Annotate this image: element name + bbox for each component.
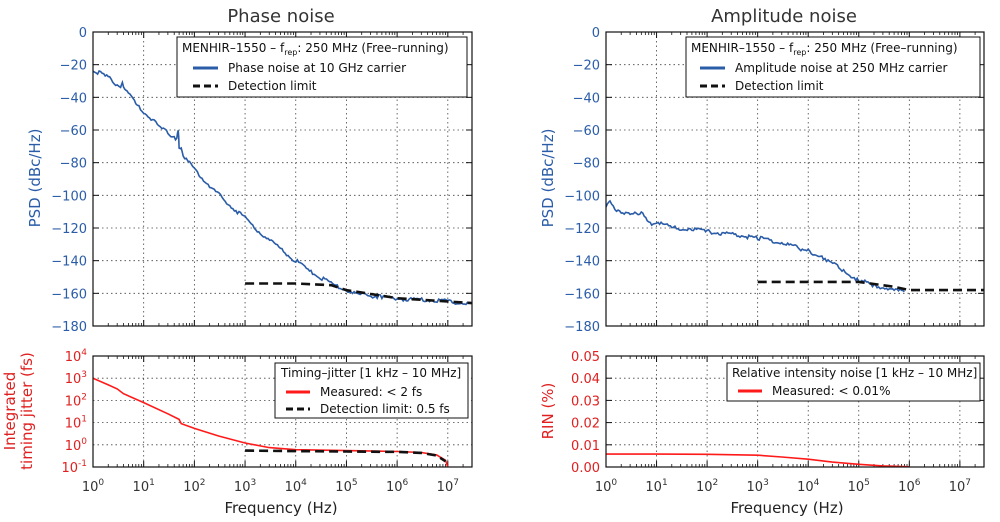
tick-label: 104: [797, 478, 820, 495]
tick-label: 0.05: [571, 350, 600, 365]
legend-series1: Phase noise at 10 GHz carrier: [228, 61, 406, 75]
axes-frame: [605, 355, 985, 468]
legend-series2: Detection limit: [228, 79, 317, 93]
tick-label: 0.02: [571, 417, 600, 432]
legend-series2: Detection limit: 0.5 fs: [320, 402, 450, 416]
axes-frame: [605, 31, 985, 327]
right-xlabel: Frequency (Hz): [730, 499, 843, 517]
legend-jitter: Timing–jitter [1 kHz – 10 MHz] Measured:…: [274, 362, 469, 419]
tick-label: 103: [65, 370, 87, 387]
series-detection-limit: [245, 449, 447, 463]
tick-label: 0.00: [571, 461, 600, 476]
legend-series2: Detection limit: [735, 79, 824, 93]
right-psd-ylabel: PSD (dBc/Hz): [539, 129, 557, 228]
chart-2: 0 −20 −40 −60 −80 −100 −120 −140 −160 −180: [564, 26, 985, 335]
legend-header: MENHIR–1550 – frep: 250 MHz (Free–runnin…: [691, 41, 958, 57]
tick-label: 102: [65, 392, 87, 409]
tick-label: 103: [747, 478, 769, 495]
tick-label: 0: [79, 26, 87, 41]
tick-label: 105: [335, 478, 357, 495]
left-title: Phase noise: [227, 6, 334, 27]
tick-label: 101: [133, 478, 155, 495]
tick-label: −140: [51, 255, 87, 270]
tick-label: 100: [65, 437, 88, 454]
tick-label: 101: [645, 478, 667, 495]
tick-label: −180: [51, 320, 87, 335]
legend-amplitude-psd: MENHIR–1550 – frep: 250 MHz (Free–runnin…: [685, 36, 981, 98]
tick-label: 0.03: [571, 394, 600, 409]
legend-series1: Amplitude noise at 250 MHz carrier: [735, 61, 947, 75]
legend-header: MENHIR–1550 – frep: 250 MHz (Free–runnin…: [182, 41, 449, 57]
series-measured: [93, 69, 472, 306]
tick-label: −120: [564, 222, 600, 237]
legend-box: [726, 362, 981, 402]
tick-label: −80: [573, 157, 600, 172]
tick-label: 106: [898, 478, 921, 495]
tick-label: −100: [564, 189, 600, 204]
tick-label: 102: [183, 478, 205, 495]
legend-series1: Measured: < 2 fs: [320, 385, 422, 399]
right-title: Amplitude noise: [711, 6, 857, 27]
tick-label: −160: [51, 287, 87, 302]
tick-label: −40: [60, 91, 87, 106]
tick-label: −40: [573, 91, 600, 106]
tick-label: −20: [573, 59, 600, 74]
left-psd-ylabel: PSD (dBc/Hz): [26, 129, 44, 228]
tick-label: 107: [949, 478, 971, 495]
tick-label: 101: [65, 415, 87, 432]
tick-label: 0.01: [571, 439, 600, 454]
left-jitter-ylabel-1: Integrated: [1, 372, 19, 451]
left-jitter-ylabel-2: timing jitter (fs): [18, 352, 36, 470]
legend-box: [176, 36, 468, 98]
tick-label: 104: [65, 348, 88, 365]
tick-label: 100: [82, 478, 105, 495]
legend-phase-psd: MENHIR–1550 – frep: 250 MHz (Free–runnin…: [176, 36, 468, 98]
tick-label: 100: [595, 478, 618, 495]
tick-label: 10-1: [61, 459, 87, 476]
tick-label: 0.04: [571, 372, 600, 387]
tick-label: −100: [51, 189, 87, 204]
series-measured: [606, 199, 905, 293]
tick-label: −20: [60, 59, 87, 74]
tick-label: 107: [437, 478, 459, 495]
right-rin-ylabel: RIN (%): [539, 383, 557, 440]
axes-frame: [92, 31, 473, 327]
tick-label: −60: [573, 124, 600, 139]
tick-label: 105: [848, 478, 870, 495]
axes-frame: [92, 355, 473, 468]
tick-label: −60: [60, 124, 87, 139]
tick-label: 104: [285, 478, 308, 495]
tick-label: −140: [564, 255, 600, 270]
legend-series1: Measured: < 0.01%: [772, 384, 890, 398]
tick-label: 0: [592, 26, 600, 41]
tick-label: −80: [60, 157, 87, 172]
series-detection-limit: [757, 280, 984, 292]
series-measured: [606, 453, 910, 467]
legend-header: Relative intensity noise [1 kHz – 10 MHz…: [732, 366, 977, 380]
tick-label: −180: [564, 320, 600, 335]
tick-label: 102: [696, 478, 718, 495]
legend-rin: Relative intensity noise [1 kHz – 10 MHz…: [726, 362, 981, 402]
left-xlabel: Frequency (Hz): [224, 499, 337, 517]
chart-0: 0 −20 −40 −60 −80 −100 −120 −140 −160 −180: [51, 26, 473, 335]
chart-3: 100 101 102 103 104 105 106 107 0.05 0.04 0.03 0.02…: [571, 350, 985, 495]
tick-label: 103: [234, 478, 256, 495]
legend-box: [685, 36, 981, 98]
series-detection-limit: [245, 282, 472, 305]
tick-label: −120: [51, 222, 87, 237]
legend-header: Timing–jitter [1 kHz – 10 MHz]: [280, 366, 461, 380]
tick-label: 106: [386, 478, 409, 495]
tick-label: −160: [564, 287, 600, 302]
